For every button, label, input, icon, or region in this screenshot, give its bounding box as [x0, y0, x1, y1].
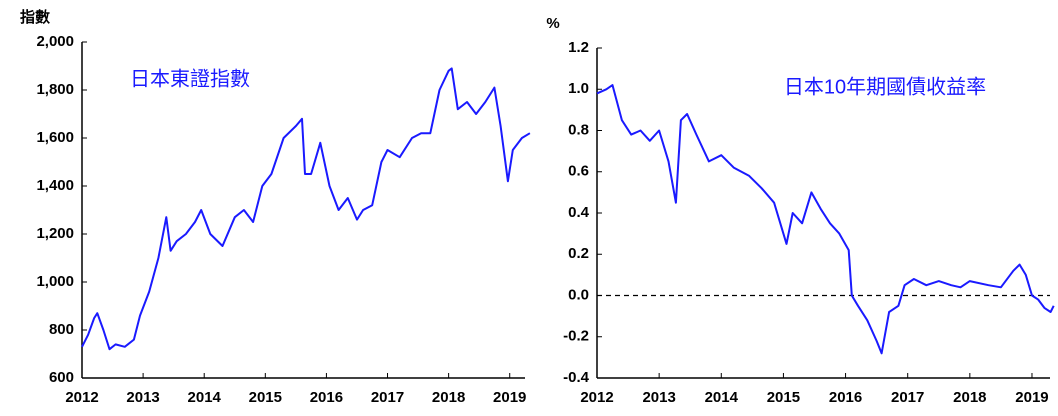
x-tick-label: 2017 [371, 389, 404, 406]
line-series [81, 67, 531, 351]
y-tick-label: 1,000 [36, 273, 74, 290]
x-tick-label: 2017 [891, 389, 924, 406]
y-tick-label: 600 [49, 369, 74, 386]
y-axis-title: % [546, 15, 559, 32]
x-tick-label: 2019 [1015, 389, 1048, 406]
x-tick-label: 2013 [126, 389, 159, 406]
y-tick-label: 0.0 [568, 286, 589, 303]
y-tick-label: 0.2 [568, 245, 589, 262]
y-tick-label: 0.8 [568, 121, 589, 138]
annotation: 日本10年期國債收益率 [784, 75, 986, 98]
x-tick-label: 2014 [188, 389, 222, 406]
x-tick-label: 2013 [642, 389, 675, 406]
y-tick-label: 0.6 [568, 163, 589, 180]
y-tick-label: -0.2 [563, 328, 589, 345]
x-tick-label: 2016 [829, 389, 862, 406]
x-tick-label: 2015 [249, 389, 282, 406]
y-tick-label: 1,400 [36, 177, 74, 194]
x-tick-label: 2015 [767, 389, 800, 406]
y-tick-label: 1,200 [36, 225, 74, 242]
x-tick-label: 2012 [65, 389, 98, 406]
x-tick-label: 2014 [705, 389, 739, 406]
x-tick-label: 2012 [580, 389, 613, 406]
annotation: 日本東證指數 [130, 67, 250, 90]
y-tick-label: 800 [49, 321, 74, 338]
y-tick-label: 1.0 [568, 80, 589, 97]
y-axis-title: 指數 [20, 8, 50, 26]
line-series [596, 84, 1055, 355]
y-tick-label: 0.4 [568, 204, 590, 221]
x-tick-label: 2018 [953, 389, 986, 406]
x-tick-label: 2018 [432, 389, 465, 406]
y-tick-label: 1.2 [568, 39, 589, 56]
y-tick-label: 1,600 [36, 129, 74, 146]
x-tick-label: 2016 [310, 389, 343, 406]
y-tick-label: -0.4 [563, 369, 590, 386]
y-tick-label: 1,800 [36, 81, 74, 98]
x-tick-label: 2019 [493, 389, 526, 406]
y-tick-label: 2,000 [36, 33, 74, 50]
